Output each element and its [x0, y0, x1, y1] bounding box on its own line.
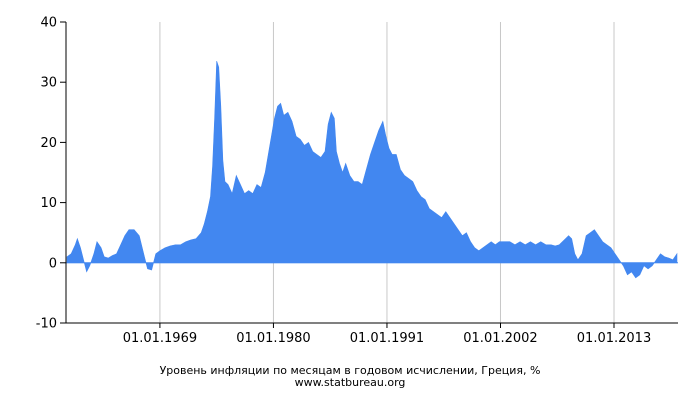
x-tick-label: 01.01.2013 [577, 331, 651, 346]
area-series-0 [66, 61, 678, 279]
chart-title: Уровень инфляции по месяцам в годовом ис… [160, 364, 541, 377]
y-tick-label: 10 [40, 196, 57, 211]
x-tick-label: 01.01.1991 [350, 331, 424, 346]
axes [60, 21, 678, 328]
x-tick-label: 01.01.1980 [236, 331, 310, 346]
y-tick-label: 30 [40, 76, 57, 91]
x-tick-labels: 01.01.1969 01.01.1980 01.01.1991 01.01.2002… [123, 331, 652, 346]
x-tick-label: 01.01.2002 [463, 331, 537, 346]
y-tick-label: -10 [36, 317, 57, 332]
y-tick-label: 20 [40, 136, 57, 151]
chart-subtitle: www.statbureau.org [295, 376, 406, 389]
series-area [66, 61, 678, 279]
y-tick-labels: -10 0 10 20 30 40 [36, 16, 57, 332]
y-tick-label: 0 [49, 256, 57, 271]
x-tick-label: 01.01.1969 [123, 331, 197, 346]
y-tick-label: 40 [40, 16, 57, 31]
